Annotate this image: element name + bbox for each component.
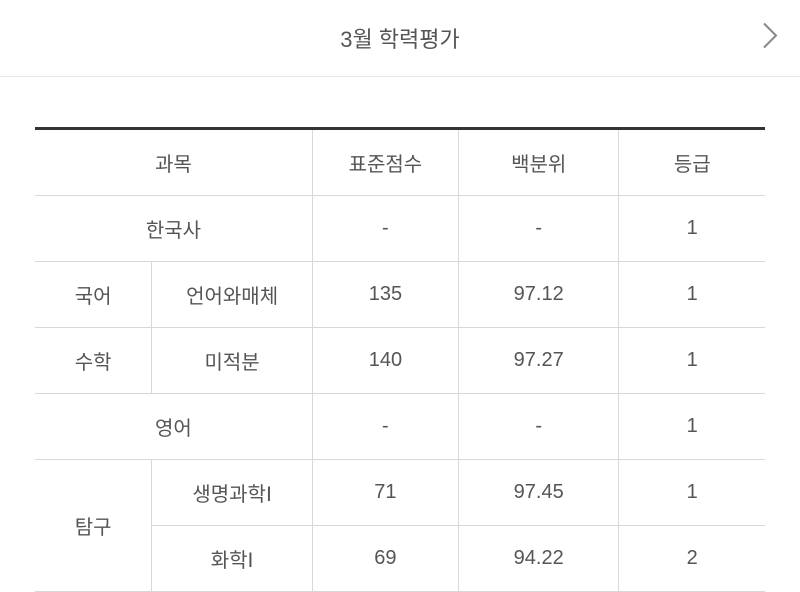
- cell-subject-main: 국어: [35, 262, 152, 328]
- cell-subject-sub: 화학Ⅰ: [152, 526, 313, 592]
- cell-subject-sub: 언어와매체: [152, 262, 313, 328]
- cell-standard-score: -: [312, 196, 458, 262]
- header-subject: 과목: [35, 129, 312, 196]
- table-header-row: 과목 표준점수 백분위 등급: [35, 129, 765, 196]
- cell-standard-score: -: [312, 394, 458, 460]
- table-row: 영어 - - 1: [35, 394, 765, 460]
- score-table: 과목 표준점수 백분위 등급 한국사 - - 1 국어 언어와매체 135 97…: [35, 127, 765, 592]
- cell-subject-sub: 미적분: [152, 328, 313, 394]
- cell-standard-score: 140: [312, 328, 458, 394]
- cell-percentile: 97.45: [458, 460, 619, 526]
- cell-grade: 1: [619, 328, 765, 394]
- header-grade: 등급: [619, 129, 765, 196]
- cell-grade: 2: [619, 526, 765, 592]
- cell-subject-sub: 생명과학Ⅰ: [152, 460, 313, 526]
- cell-subject-main: 탐구: [35, 460, 152, 592]
- cell-subject: 영어: [35, 394, 312, 460]
- cell-grade: 1: [619, 460, 765, 526]
- next-button[interactable]: [762, 22, 778, 55]
- cell-standard-score: 71: [312, 460, 458, 526]
- cell-subject-main: 수학: [35, 328, 152, 394]
- table-row: 한국사 - - 1: [35, 196, 765, 262]
- cell-percentile: 94.22: [458, 526, 619, 592]
- cell-grade: 1: [619, 394, 765, 460]
- cell-percentile: -: [458, 196, 619, 262]
- cell-standard-score: 69: [312, 526, 458, 592]
- cell-percentile: 97.27: [458, 328, 619, 394]
- table-row: 탐구 생명과학Ⅰ 71 97.45 1: [35, 460, 765, 526]
- header-percentile: 백분위: [458, 129, 619, 196]
- page-header: 3월 학력평가: [0, 0, 800, 77]
- cell-subject: 한국사: [35, 196, 312, 262]
- page-title: 3월 학력평가: [340, 27, 460, 52]
- cell-percentile: 97.12: [458, 262, 619, 328]
- table-row: 국어 언어와매체 135 97.12 1: [35, 262, 765, 328]
- table-row: 수학 미적분 140 97.27 1: [35, 328, 765, 394]
- cell-percentile: -: [458, 394, 619, 460]
- score-table-container: 과목 표준점수 백분위 등급 한국사 - - 1 국어 언어와매체 135 97…: [0, 77, 800, 592]
- cell-grade: 1: [619, 262, 765, 328]
- header-standard-score: 표준점수: [312, 129, 458, 196]
- cell-standard-score: 135: [312, 262, 458, 328]
- chevron-right-icon: [762, 22, 778, 50]
- cell-grade: 1: [619, 196, 765, 262]
